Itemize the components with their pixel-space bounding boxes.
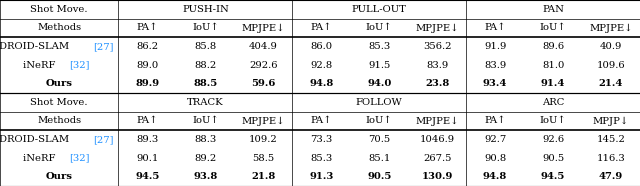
Text: PUSH-IN: PUSH-IN: [182, 5, 228, 14]
Text: iNeRF: iNeRF: [23, 61, 59, 70]
Text: 85.1: 85.1: [368, 154, 390, 163]
Text: MPJPE↓: MPJPE↓: [241, 23, 285, 33]
Text: 91.4: 91.4: [541, 79, 565, 88]
Text: 292.6: 292.6: [249, 61, 278, 70]
Text: [32]: [32]: [69, 154, 90, 163]
Text: 90.8: 90.8: [484, 154, 506, 163]
Text: 89.2: 89.2: [194, 154, 216, 163]
Text: 81.0: 81.0: [542, 61, 564, 70]
Text: Methods: Methods: [37, 23, 81, 32]
Text: 83.9: 83.9: [484, 61, 506, 70]
Text: PA↑: PA↑: [310, 116, 332, 125]
Text: 93.4: 93.4: [483, 79, 508, 88]
Text: MPJPE↓: MPJPE↓: [415, 116, 459, 126]
Text: 130.9: 130.9: [422, 172, 453, 181]
Text: 91.5: 91.5: [368, 61, 390, 70]
Text: 94.8: 94.8: [483, 172, 508, 181]
Text: 21.8: 21.8: [251, 172, 275, 181]
Text: 93.8: 93.8: [193, 172, 218, 181]
Text: Methods: Methods: [37, 116, 81, 125]
Text: 88.5: 88.5: [193, 79, 218, 88]
Text: 404.9: 404.9: [249, 42, 278, 51]
Text: [32]: [32]: [69, 61, 90, 70]
Text: MPJPE↓: MPJPE↓: [415, 23, 459, 33]
Text: 145.2: 145.2: [596, 135, 625, 144]
Text: IoU↑: IoU↑: [192, 23, 219, 32]
Text: 86.0: 86.0: [310, 42, 332, 51]
Text: 89.9: 89.9: [135, 79, 159, 88]
Text: IoU↑: IoU↑: [192, 116, 219, 125]
Text: [27]: [27]: [93, 42, 114, 51]
Text: 356.2: 356.2: [423, 42, 451, 51]
Text: 90.1: 90.1: [136, 154, 159, 163]
Text: 21.4: 21.4: [599, 79, 623, 88]
Text: MPJP↓: MPJP↓: [593, 116, 629, 126]
Text: 58.5: 58.5: [252, 154, 275, 163]
Text: FOLLOW: FOLLOW: [356, 98, 403, 107]
Text: 83.9: 83.9: [426, 61, 448, 70]
Text: iNeRF: iNeRF: [23, 154, 59, 163]
Text: 94.5: 94.5: [541, 172, 565, 181]
Text: 267.5: 267.5: [423, 154, 451, 163]
Text: 94.8: 94.8: [309, 79, 333, 88]
Text: 70.5: 70.5: [368, 135, 390, 144]
Text: 88.2: 88.2: [194, 61, 216, 70]
Text: MPJPE↓: MPJPE↓: [241, 116, 285, 126]
Text: PULL-OUT: PULL-OUT: [352, 5, 406, 14]
Text: TRACK: TRACK: [187, 98, 223, 107]
Text: 88.3: 88.3: [194, 135, 216, 144]
Text: 92.8: 92.8: [310, 61, 332, 70]
Text: 86.2: 86.2: [136, 42, 159, 51]
Text: PA↑: PA↑: [484, 23, 506, 32]
Text: 89.3: 89.3: [136, 135, 159, 144]
Text: 94.5: 94.5: [135, 172, 159, 181]
Text: DROID-SLAM: DROID-SLAM: [0, 135, 72, 144]
Text: IoU↑: IoU↑: [540, 23, 566, 32]
Text: 89.6: 89.6: [542, 42, 564, 51]
Text: 91.9: 91.9: [484, 42, 506, 51]
Text: 85.3: 85.3: [310, 154, 332, 163]
Text: 1046.9: 1046.9: [420, 135, 454, 144]
Text: 94.0: 94.0: [367, 79, 392, 88]
Text: 91.3: 91.3: [309, 172, 333, 181]
Text: Shot Move.: Shot Move.: [31, 98, 88, 107]
Text: PA↑: PA↑: [136, 23, 158, 32]
Text: MPJPE↓: MPJPE↓: [589, 23, 633, 33]
Text: IoU↑: IoU↑: [366, 23, 392, 32]
Text: 89.0: 89.0: [136, 61, 159, 70]
Text: 47.9: 47.9: [599, 172, 623, 181]
Text: DROID-SLAM: DROID-SLAM: [0, 42, 72, 51]
Text: 90.5: 90.5: [542, 154, 564, 163]
Text: 85.3: 85.3: [368, 42, 390, 51]
Text: [27]: [27]: [93, 135, 114, 144]
Text: PA↑: PA↑: [484, 116, 506, 125]
Text: 59.6: 59.6: [251, 79, 275, 88]
Text: 109.6: 109.6: [596, 61, 625, 70]
Text: PA↑: PA↑: [310, 23, 332, 32]
Text: IoU↑: IoU↑: [540, 116, 566, 125]
Text: 92.6: 92.6: [542, 135, 564, 144]
Text: 23.8: 23.8: [425, 79, 449, 88]
Text: PAN: PAN: [542, 5, 564, 14]
Text: PA↑: PA↑: [136, 116, 158, 125]
Text: Ours: Ours: [45, 79, 73, 88]
Text: Ours: Ours: [45, 172, 73, 181]
Text: 109.2: 109.2: [249, 135, 278, 144]
Text: 90.5: 90.5: [367, 172, 392, 181]
Text: 92.7: 92.7: [484, 135, 506, 144]
Text: 85.8: 85.8: [194, 42, 216, 51]
Text: IoU↑: IoU↑: [366, 116, 392, 125]
Text: Shot Move.: Shot Move.: [31, 5, 88, 14]
Text: ARC: ARC: [542, 98, 564, 107]
Text: 73.3: 73.3: [310, 135, 332, 144]
Text: 116.3: 116.3: [596, 154, 625, 163]
Text: 40.9: 40.9: [600, 42, 622, 51]
